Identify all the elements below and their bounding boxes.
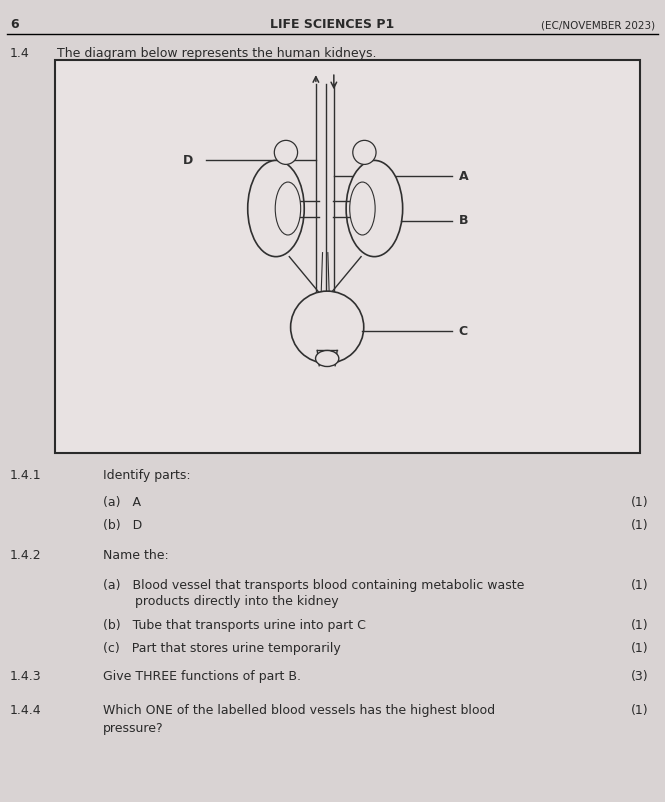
Text: (1): (1) (630, 619, 648, 632)
Ellipse shape (247, 160, 304, 257)
Text: D: D (183, 154, 193, 167)
Text: (c)   Part that stores urine temporarily: (c) Part that stores urine temporarily (103, 642, 341, 654)
Text: 1.4: 1.4 (10, 47, 30, 59)
Text: (1): (1) (630, 642, 648, 654)
Text: Identify parts:: Identify parts: (103, 469, 191, 482)
Text: 6: 6 (10, 18, 19, 30)
Text: products directly into the kidney: products directly into the kidney (103, 595, 338, 608)
Text: (b)   D: (b) D (103, 519, 142, 532)
Ellipse shape (291, 291, 364, 363)
Text: (1): (1) (630, 519, 648, 532)
Ellipse shape (275, 140, 298, 164)
Ellipse shape (316, 350, 339, 367)
Text: A: A (459, 170, 468, 183)
Text: 1.4.1: 1.4.1 (10, 469, 42, 482)
Ellipse shape (350, 182, 375, 235)
Text: The diagram below represents the human kidneys.: The diagram below represents the human k… (57, 47, 376, 59)
Text: Which ONE of the labelled blood vessels has the highest blood: Which ONE of the labelled blood vessels … (103, 704, 495, 717)
Text: (1): (1) (630, 579, 648, 592)
Text: 1.4.3: 1.4.3 (10, 670, 42, 683)
Text: pressure?: pressure? (103, 722, 164, 735)
Text: (a)   Blood vessel that transports blood containing metabolic waste: (a) Blood vessel that transports blood c… (103, 579, 525, 592)
Text: C: C (459, 325, 468, 338)
Text: (a)   A: (a) A (103, 496, 141, 509)
Text: (1): (1) (630, 496, 648, 509)
Text: (b)   Tube that transports urine into part C: (b) Tube that transports urine into part… (103, 619, 366, 632)
Text: 1.4.2: 1.4.2 (10, 549, 42, 562)
Ellipse shape (346, 160, 403, 257)
Text: LIFE SCIENCES P1: LIFE SCIENCES P1 (271, 18, 394, 30)
Text: (EC/NOVEMBER 2023): (EC/NOVEMBER 2023) (541, 21, 655, 30)
Bar (55, 60, 640, 453)
Text: Give THREE functions of part B.: Give THREE functions of part B. (103, 670, 301, 683)
Text: B: B (459, 214, 468, 227)
Text: 1.4.4: 1.4.4 (10, 704, 42, 717)
Text: (3): (3) (630, 670, 648, 683)
Ellipse shape (352, 140, 376, 164)
Ellipse shape (275, 182, 301, 235)
Text: Name the:: Name the: (103, 549, 169, 562)
Text: (1): (1) (630, 704, 648, 717)
